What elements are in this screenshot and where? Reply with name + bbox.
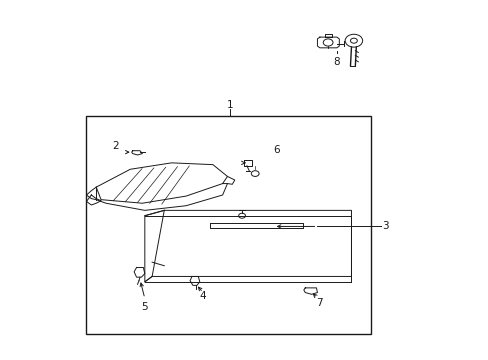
Text: 7: 7 <box>316 298 323 308</box>
Text: 4: 4 <box>200 291 206 301</box>
Text: 3: 3 <box>382 221 388 231</box>
Bar <box>86 116 370 334</box>
Text: 6: 6 <box>272 145 279 155</box>
Text: 8: 8 <box>333 57 340 67</box>
Text: 5: 5 <box>141 302 148 312</box>
Text: 2: 2 <box>112 141 119 151</box>
Text: 1: 1 <box>226 100 233 110</box>
